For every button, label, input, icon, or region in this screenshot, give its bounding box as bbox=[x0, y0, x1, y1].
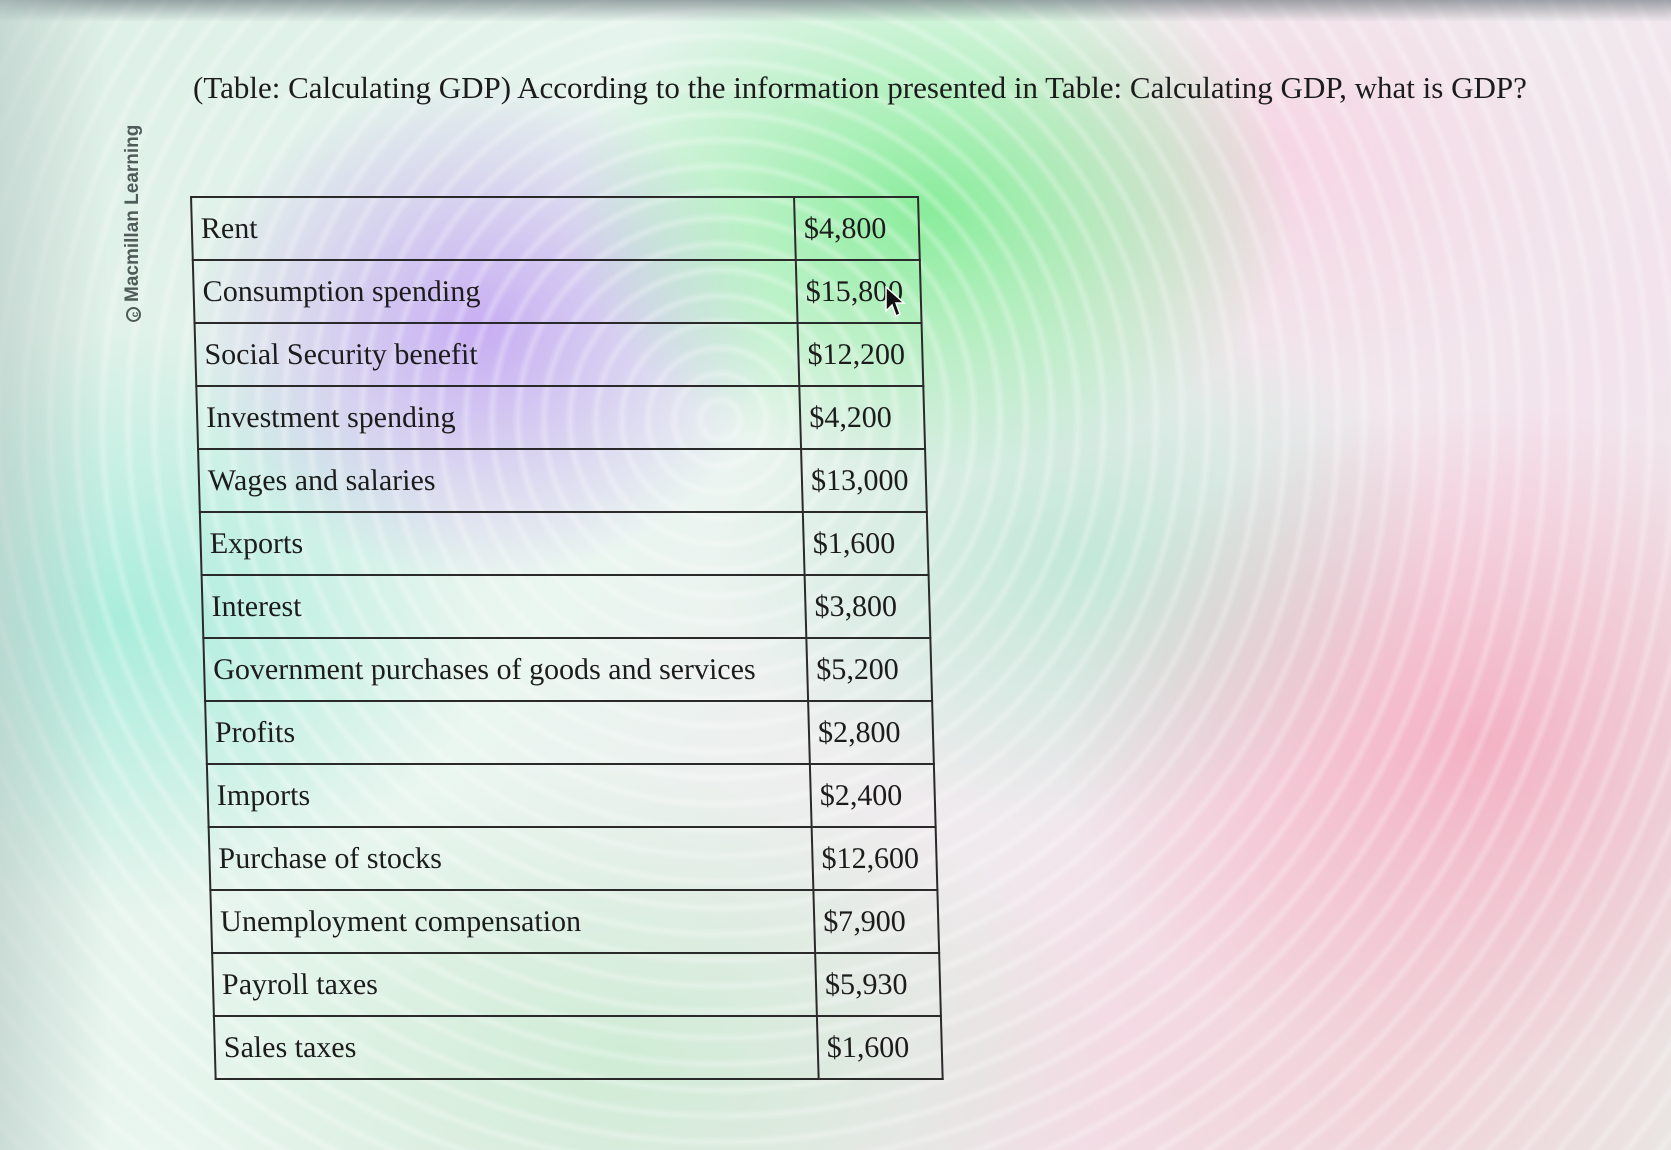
copyright-icon: c bbox=[125, 307, 141, 322]
table-row: Sales taxes $1,600 bbox=[213, 1016, 943, 1079]
table-row: Social Security benefit $12,200 bbox=[194, 323, 924, 386]
question-text: (Table: Calculating GDP) According to th… bbox=[193, 70, 1527, 105]
publisher-credit: c Macmillan Learning bbox=[122, 125, 144, 322]
row-label: Interest bbox=[201, 575, 807, 638]
table-row: Unemployment compensation $7,900 bbox=[210, 890, 940, 953]
row-label: Imports bbox=[206, 764, 812, 827]
row-value: $13,000 bbox=[801, 449, 927, 512]
row-label: Consumption spending bbox=[192, 260, 798, 323]
row-value: $3,800 bbox=[804, 575, 931, 638]
row-label: Exports bbox=[199, 512, 805, 575]
monitor-left-edge bbox=[0, 0, 108, 1150]
row-label: Wages and salaries bbox=[198, 449, 803, 512]
table-row: Wages and salaries $13,000 bbox=[198, 449, 927, 512]
row-value: $2,400 bbox=[809, 764, 936, 827]
row-label: Investment spending bbox=[196, 386, 802, 449]
table-row: Payroll taxes $5,930 bbox=[212, 953, 941, 1016]
publisher-credit-text: Macmillan Learning bbox=[122, 124, 143, 302]
monitor-top-edge bbox=[0, 0, 1671, 22]
row-value: $7,900 bbox=[813, 890, 940, 953]
table-row: Purchase of stocks $12,600 bbox=[208, 827, 938, 890]
row-value: $1,600 bbox=[802, 512, 929, 575]
row-label: Unemployment compensation bbox=[210, 890, 816, 953]
row-value: $4,800 bbox=[794, 197, 920, 260]
table-row: Investment spending $4,200 bbox=[196, 386, 926, 449]
row-label: Purchase of stocks bbox=[208, 827, 814, 890]
row-value: $5,930 bbox=[815, 953, 941, 1016]
row-label: Government purchases of goods and servic… bbox=[203, 638, 809, 701]
row-label: Sales taxes bbox=[213, 1016, 819, 1079]
row-label: Payroll taxes bbox=[212, 953, 817, 1016]
row-value: $1,600 bbox=[816, 1016, 943, 1079]
row-label: Rent bbox=[191, 197, 796, 260]
row-value: $12,600 bbox=[811, 827, 938, 890]
table-row: Imports $2,400 bbox=[206, 764, 936, 827]
row-label: Social Security benefit bbox=[194, 323, 800, 386]
row-label: Profits bbox=[205, 701, 810, 764]
table-row: Profits $2,800 bbox=[205, 701, 934, 764]
table-row: Rent $4,800 bbox=[191, 197, 920, 260]
gdp-table: Rent $4,800 Consumption spending $15,800… bbox=[190, 196, 944, 1080]
mouse-pointer-icon bbox=[885, 285, 906, 318]
row-value: $5,200 bbox=[806, 638, 933, 701]
table-row: Consumption spending $15,800 bbox=[192, 260, 922, 323]
row-value: $4,200 bbox=[799, 386, 926, 449]
table-row: Exports $1,600 bbox=[199, 512, 929, 575]
row-value: $2,800 bbox=[808, 701, 934, 764]
table-row: Government purchases of goods and servic… bbox=[203, 638, 933, 701]
table-row: Interest $3,800 bbox=[201, 575, 931, 638]
row-value: $12,200 bbox=[797, 323, 924, 386]
